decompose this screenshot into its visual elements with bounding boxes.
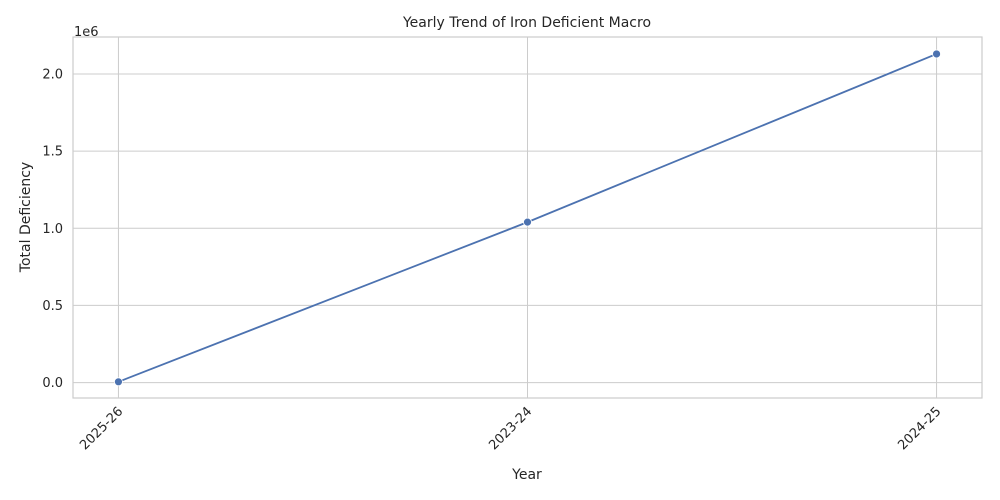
- y-tick-label: 0.0: [42, 376, 63, 391]
- data-point: [114, 377, 123, 387]
- data-point: [523, 217, 532, 227]
- y-axis-multiplier: 1e6: [74, 25, 99, 40]
- y-tick-label: 1.0: [42, 222, 63, 237]
- x-tick-label: 2025-26: [77, 404, 126, 453]
- tick-layer: 0.0 0.5 1.0 1.5 2.0 2025-26 2023-24 2024-25: [42, 68, 944, 454]
- y-axis-label: Total Deficiency: [18, 162, 34, 273]
- x-axis-label: Year: [511, 467, 542, 483]
- chart-title: Yearly Trend of Iron Deficient Macro: [402, 15, 651, 31]
- y-tick-label: 0.5: [42, 299, 63, 314]
- grid-layer: [73, 37, 982, 398]
- x-tick-label: 2024-25: [895, 404, 944, 453]
- series-layer: [114, 49, 941, 387]
- data-point: [932, 49, 941, 59]
- plot-frame: [72, 36, 983, 399]
- y-tick-label: 2.0: [42, 68, 63, 83]
- x-tick-label: 2023-24: [486, 404, 535, 453]
- y-tick-label: 1.5: [42, 145, 63, 160]
